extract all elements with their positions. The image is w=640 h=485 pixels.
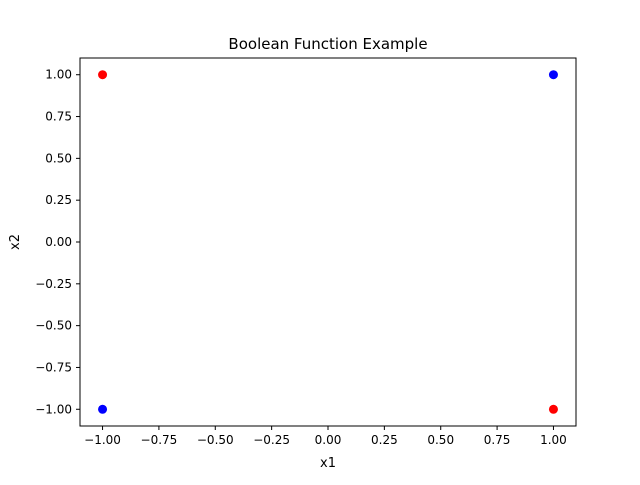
plot-frame <box>79 57 577 427</box>
scatter-point <box>98 404 108 414</box>
y-tick-label: −0.50 <box>35 319 72 333</box>
ticks-layer: −1.00 −0.75 −0.50 −0.25 0.00 0.25 0.50 0.75 1.00… <box>35 68 567 447</box>
x-tick-label: −0.25 <box>253 433 290 447</box>
x-tick-label: −1.00 <box>84 433 121 447</box>
scatter-point <box>548 70 558 80</box>
y-tick-label: −1.00 <box>35 402 72 416</box>
y-tick-label: 0.00 <box>45 235 72 249</box>
y-tick-label: 0.25 <box>45 193 72 207</box>
x-tick-label: 0.00 <box>315 433 342 447</box>
y-tick-label: −0.75 <box>35 360 72 374</box>
chart-title: Boolean Function Example <box>228 35 427 53</box>
x-axis-label: x1 <box>320 456 336 471</box>
x-tick-label: 0.50 <box>427 433 454 447</box>
x-tick-label: 1.00 <box>540 433 567 447</box>
points-layer <box>98 70 558 414</box>
x-tick-label: 0.25 <box>371 433 398 447</box>
y-tick-label: 0.50 <box>45 151 72 165</box>
y-tick-label: 1.00 <box>45 68 72 82</box>
y-axis-label: x2 <box>8 234 23 250</box>
x-tick-label: 0.75 <box>484 433 511 447</box>
scatter-point <box>548 404 558 414</box>
y-tick-label: −0.25 <box>35 277 72 291</box>
x-tick-label: −0.50 <box>197 433 234 447</box>
x-tick-label: −0.75 <box>141 433 178 447</box>
scatter-point <box>98 70 108 80</box>
y-tick-label: 0.75 <box>45 110 72 124</box>
